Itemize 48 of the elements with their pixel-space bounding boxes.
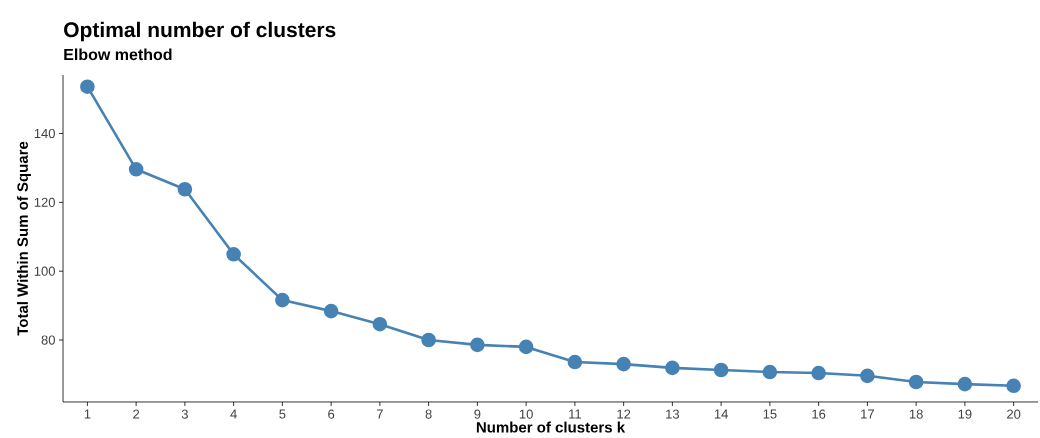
point	[518, 339, 534, 355]
x-tick-label: 6	[328, 409, 335, 419]
point	[470, 337, 485, 353]
point	[957, 376, 973, 392]
y-tick-label: 80	[41, 335, 55, 345]
point	[908, 374, 924, 390]
x-axis-title: Number of clusters k	[476, 421, 626, 433]
x-tick-label: 19	[958, 409, 972, 419]
point	[128, 162, 144, 177]
point	[860, 368, 875, 384]
point	[1006, 378, 1021, 394]
x-tick-label: 20	[1007, 409, 1021, 419]
x-tick-label: 15	[763, 409, 777, 419]
x-tick-label: 7	[376, 409, 383, 419]
x-tick-label: 4	[230, 409, 237, 419]
chart-title: Optimal number of clusters	[64, 21, 336, 42]
point	[177, 181, 193, 197]
x-tick-label: 11	[569, 409, 581, 419]
point	[811, 365, 826, 381]
x-tick-label: 17	[861, 409, 874, 419]
point	[713, 362, 729, 378]
x-tick-label: 3	[181, 409, 188, 419]
x-tick-label: 9	[474, 409, 481, 419]
x-tick-label: 2	[133, 409, 140, 419]
x-tick-label: 14	[714, 409, 728, 419]
x-tick-label: 5	[279, 409, 286, 419]
y-axis-title: Total Within Sum of Square	[16, 141, 31, 336]
point	[567, 354, 583, 370]
point	[762, 364, 778, 380]
x-tick-label: 13	[666, 409, 680, 419]
x-tick-label: 12	[617, 409, 631, 419]
point	[665, 360, 680, 376]
x-tick-label: 10	[519, 409, 533, 419]
y-tick-label: 120	[34, 197, 55, 207]
y-tick-label: 100	[34, 266, 55, 276]
chart-subtitle: Elbow method	[64, 48, 172, 61]
point	[226, 247, 241, 262]
x-tick-label: 18	[909, 409, 923, 419]
x-tick-label: 8	[425, 409, 432, 419]
point	[372, 316, 388, 332]
point	[616, 356, 631, 372]
point	[80, 79, 95, 94]
y-tick-label: 140	[34, 128, 55, 139]
x-tick-label: 16	[812, 409, 826, 419]
point	[421, 332, 436, 348]
point	[323, 303, 339, 319]
point	[275, 292, 290, 308]
x-tick-label: 1	[84, 409, 91, 419]
